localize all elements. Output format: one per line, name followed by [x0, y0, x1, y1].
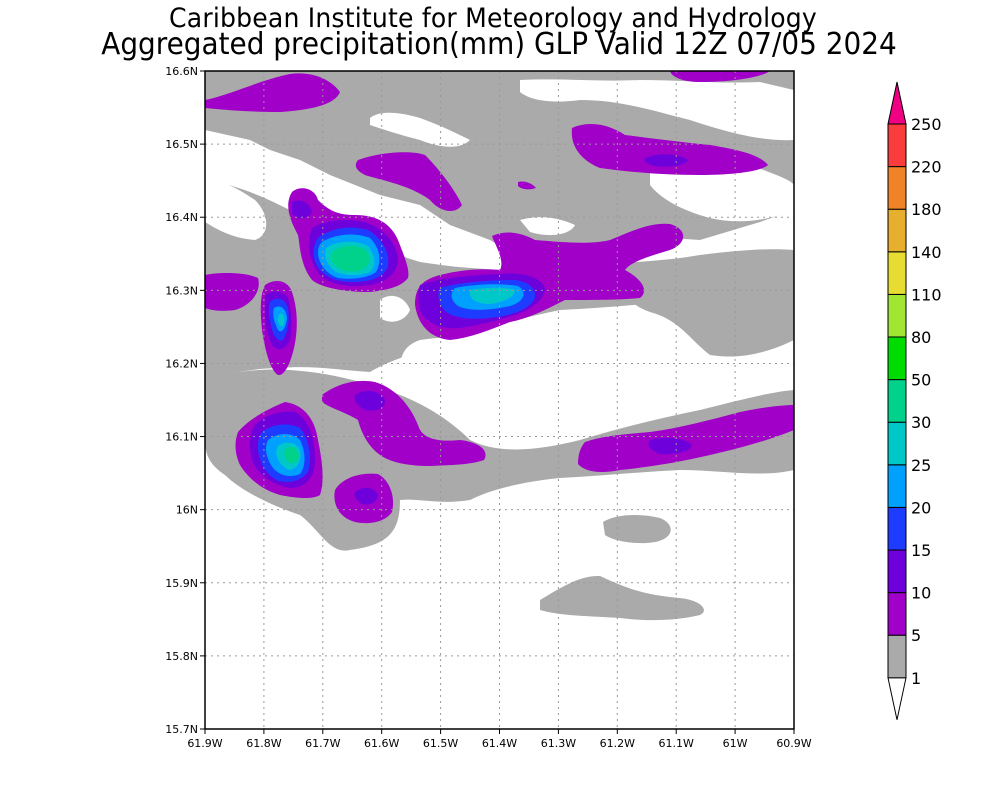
colorbar-label: 180 [911, 200, 942, 219]
lon-tick-label: 61.5W [423, 737, 458, 750]
lon-tick-label: 61.3W [541, 737, 576, 750]
precip-field [205, 71, 794, 621]
colorbar-label: 80 [911, 328, 931, 347]
lon-tick-label: 61.7W [305, 737, 340, 750]
lat-tick-label: 15.9N [165, 577, 198, 590]
title-line-2: Aggregated precipitation(mm) GLP Valid 1… [101, 27, 897, 62]
colorbar-label: 30 [911, 413, 931, 432]
colorbar-segment [887, 634, 907, 679]
latitude-axis: 16.6N 16.5N 16.4N 16.3N 16.2N 16.1N 16N 15.9N 15… [165, 65, 205, 736]
colorbar-label: 110 [911, 285, 942, 304]
title-line-1: Caribbean Institute for Meteorology and … [169, 3, 817, 34]
colorbar-segment [887, 166, 907, 210]
longitude-axis: 61.9W 61.8W 61.7W 61.6W 61.5W 61.4W 61.3W 61.2W… [187, 729, 812, 750]
colorbar-label: 1 [911, 669, 921, 688]
precip-30-50mm [284, 245, 370, 464]
colorbar-label: 220 [911, 158, 942, 177]
lat-tick-label: 16.4N [165, 211, 198, 224]
colorbar-label: 10 [911, 584, 931, 603]
lon-tick-label: 61.9W [187, 737, 222, 750]
colorbar-segment [887, 592, 907, 636]
colorbar-segment [887, 208, 907, 253]
lat-tick-label: 15.7N [165, 723, 198, 736]
colorbar-segment [887, 293, 907, 338]
precip-below-1mm [205, 79, 794, 427]
lat-tick-label: 16.2N [165, 357, 198, 370]
lat-tick-label: 16N [176, 504, 198, 517]
colorbar-label: 250 [911, 115, 942, 134]
lat-tick-label: 16.6N [165, 65, 198, 78]
lon-tick-label: 61.4W [482, 737, 517, 750]
colorbar-segment [887, 421, 907, 466]
colorbar-segment [887, 379, 907, 423]
colorbar-label: 140 [911, 243, 942, 262]
colorbar-label: 5 [911, 626, 921, 645]
colorbar-label: 15 [911, 541, 931, 560]
colorbar-below-triangle [887, 677, 907, 720]
colorbar-segment [887, 464, 907, 508]
lat-tick-label: 16.3N [165, 284, 198, 297]
colorbar-above-triangle [887, 81, 907, 125]
lat-tick-label: 16.1N [165, 431, 198, 444]
lon-tick-label: 61.6W [364, 737, 399, 750]
lat-tick-label: 15.8N [165, 650, 198, 663]
colorbar-segment [887, 251, 907, 295]
lat-tick-label: 16.5N [165, 138, 198, 151]
colorbar-segment [887, 336, 907, 381]
colorbar-label: 50 [911, 371, 931, 390]
lon-tick-label: 61.1W [659, 737, 694, 750]
colorbar-label: 20 [911, 498, 931, 517]
lon-tick-label: 61.8W [246, 737, 281, 750]
lon-tick-label: 61.2W [600, 737, 635, 750]
lon-tick-label: 61W [723, 737, 748, 750]
colorbar-segment [887, 506, 907, 551]
colorbar-segment [887, 123, 907, 168]
lon-tick-label: 60.9W [776, 737, 811, 750]
colorbar-label: 25 [911, 456, 931, 475]
colorbar-segment [887, 549, 907, 594]
map-gridlines [205, 71, 794, 729]
